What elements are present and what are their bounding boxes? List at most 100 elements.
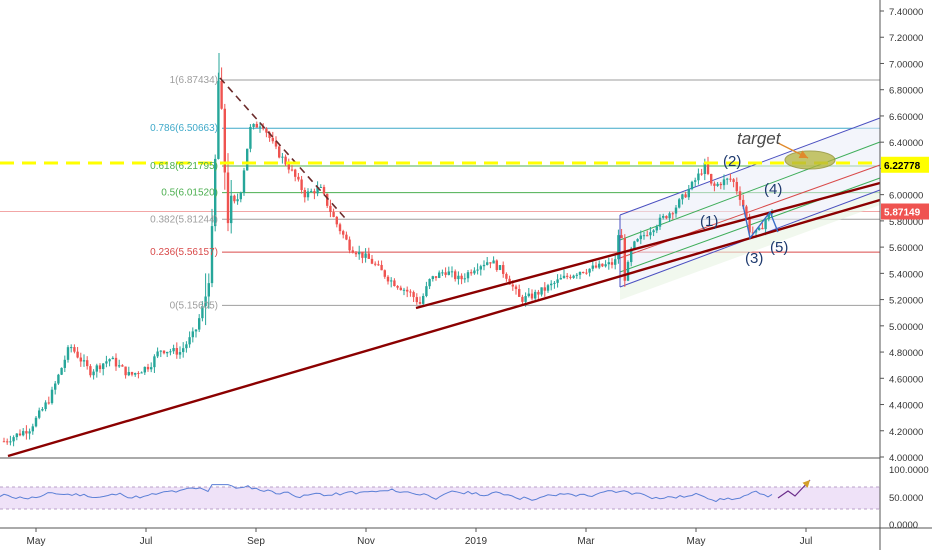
candle-body (281, 156, 284, 158)
candle-body (306, 191, 310, 198)
candle-body (758, 227, 761, 230)
candle-body (9, 441, 12, 443)
candle-body (572, 275, 575, 278)
candle-body (175, 348, 178, 355)
fib-level-label: 0(5.15605) (170, 300, 218, 311)
candle-body (329, 205, 332, 213)
candle-body (601, 263, 604, 267)
price-tick-label: 7.20000 (889, 33, 923, 44)
candle-body (153, 356, 156, 368)
candle-body (31, 426, 34, 432)
price-tick-label: 4.40000 (889, 401, 923, 412)
candle-body (735, 181, 738, 192)
candle-body (159, 350, 162, 352)
candle-body (162, 350, 166, 354)
candle-body (294, 169, 297, 177)
wave-label-1: (1) (700, 213, 718, 230)
candle-body (239, 192, 242, 200)
fib-level-label: 0.786(6.50663) (150, 123, 218, 134)
price-tick-label: 5.00000 (889, 322, 923, 333)
candle-body (207, 283, 210, 297)
candle-body (124, 366, 127, 376)
candle-body (127, 372, 130, 376)
candle-body (492, 260, 495, 264)
candle-body (678, 199, 681, 208)
candle-body (300, 179, 303, 190)
candle-body (15, 433, 18, 438)
candle-body (582, 271, 585, 273)
price-tick-label: 6.40000 (889, 138, 923, 149)
candle-body (345, 234, 348, 240)
price-badge (881, 203, 929, 220)
candle-body (198, 318, 201, 330)
candle-body (409, 291, 412, 293)
candle-body (316, 187, 319, 194)
candle-body (393, 280, 396, 287)
candle-body (415, 297, 418, 303)
fib-level-label: 0.236(5.56157) (150, 247, 218, 258)
candle-body (406, 289, 409, 292)
candle-body (751, 232, 754, 234)
candle-body (313, 191, 316, 194)
candle-body (326, 193, 329, 206)
candle-body (386, 276, 390, 282)
fibonacci-retracement (0, 79, 880, 306)
candle-body (150, 367, 153, 370)
candle-body (745, 206, 748, 217)
candle-body (527, 293, 530, 297)
candle-body (614, 259, 617, 265)
candle-body (70, 347, 73, 349)
candle-body (41, 409, 44, 411)
candle-body (233, 195, 236, 202)
candle-body (236, 199, 239, 202)
candle-body (658, 217, 662, 227)
fib-level-label: 1(6.87434) (170, 75, 218, 86)
candle-body (412, 292, 415, 298)
candle-body (454, 271, 457, 280)
time-tick-label: 2019 (465, 536, 488, 547)
time-tick-label: Sep (247, 536, 265, 547)
fib-level-label: 0.5(6.01520) (161, 188, 218, 199)
candle-body (742, 199, 745, 207)
candle-body (402, 289, 406, 291)
rsi-band (0, 487, 880, 509)
candle-body (28, 431, 31, 434)
candle-body (278, 146, 281, 158)
candle-body (358, 251, 361, 255)
candle-body (767, 212, 770, 220)
candle-body (361, 251, 364, 258)
candle-body (287, 164, 290, 170)
candle-body (76, 351, 79, 358)
candle-body (639, 235, 642, 240)
candle-body (194, 329, 198, 332)
candle-body (703, 162, 706, 175)
wave-label-2: (2) (723, 153, 741, 170)
candle-body (390, 280, 393, 282)
candle-body (463, 278, 466, 280)
candle-body (108, 359, 111, 362)
candle-body (370, 258, 374, 264)
candle-body (633, 241, 636, 249)
wave-label-3: (3) (745, 250, 763, 267)
candle-body (383, 270, 386, 277)
candle-body (114, 357, 118, 367)
candle-body (729, 178, 732, 180)
candle-body (18, 433, 22, 436)
candle-body (258, 126, 262, 128)
candle-body (418, 302, 422, 304)
candle-body (761, 227, 764, 230)
candle-body (246, 148, 249, 171)
candle-body (726, 178, 729, 180)
candle-body (230, 195, 233, 224)
candle-body (495, 260, 498, 270)
candle-body (377, 264, 380, 266)
candle-body (130, 372, 134, 375)
candle-body (502, 265, 505, 274)
candle-body (521, 296, 524, 302)
candle-body (342, 231, 345, 235)
candle-body (95, 365, 98, 372)
candle-body (428, 279, 431, 287)
price-badge-label: 6.22778 (884, 161, 921, 172)
